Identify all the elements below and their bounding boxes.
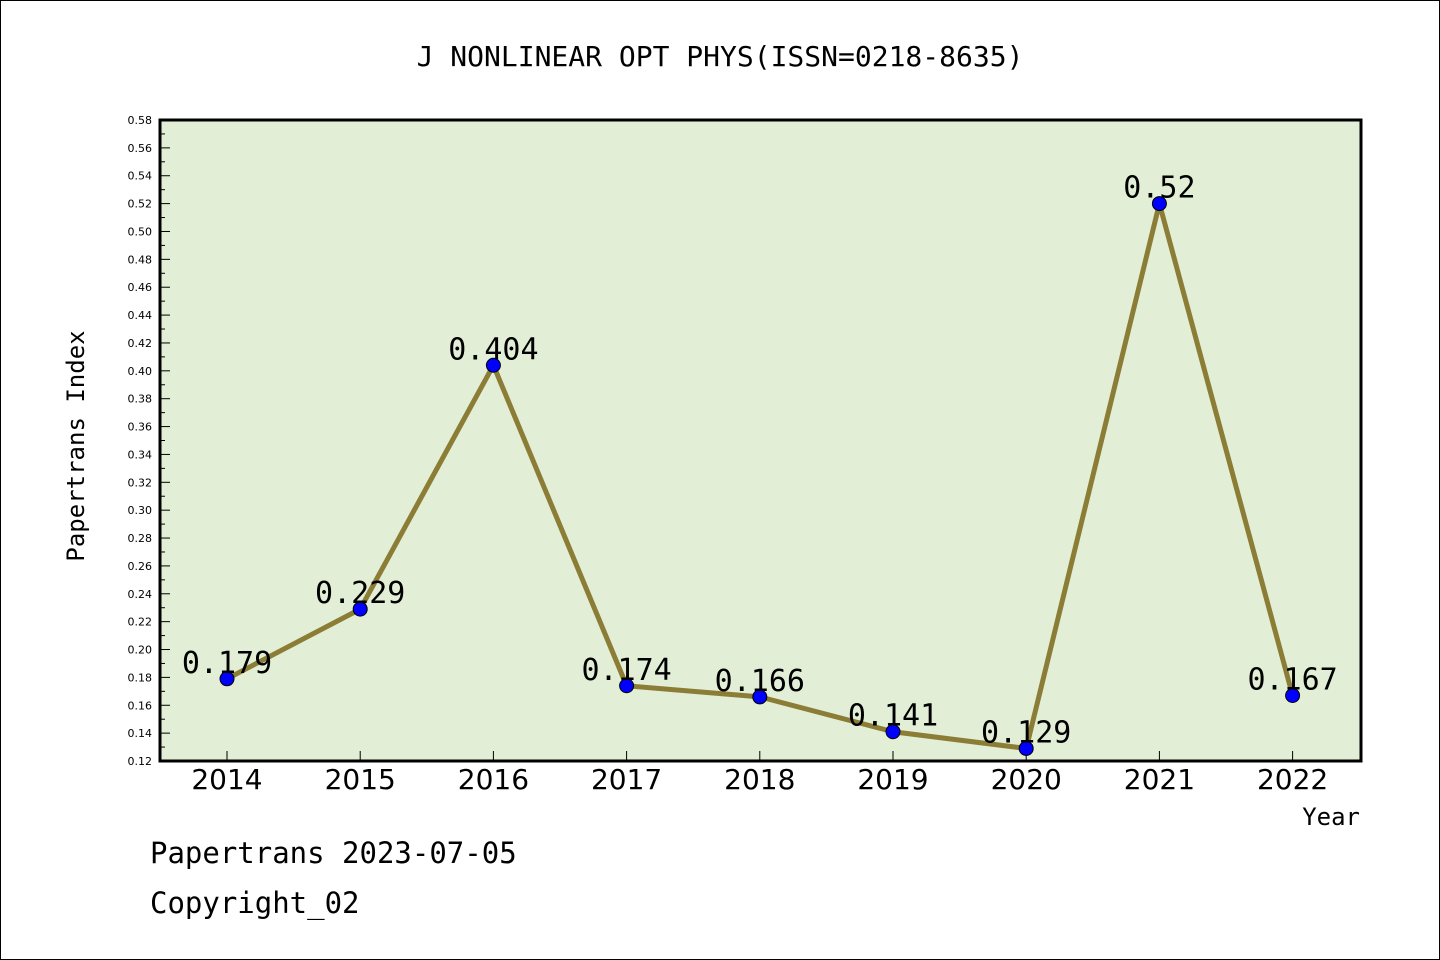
x-tick-label: 2020 <box>991 763 1062 796</box>
data-label: 0.166 <box>715 664 805 699</box>
y-tick-label: 0.56 <box>128 142 153 155</box>
y-tick-label: 0.14 <box>128 727 153 740</box>
chart-title: J NONLINEAR OPT PHYS(ISSN=0218-8635) <box>417 40 1024 73</box>
data-point <box>1018 740 1034 756</box>
x-tick-label: 2016 <box>458 763 529 796</box>
y-tick-label: 0.12 <box>128 755 153 768</box>
y-tick-label: 0.26 <box>128 560 153 573</box>
y-tick-label: 0.54 <box>128 170 153 183</box>
y-tick-label: 0.38 <box>128 393 153 406</box>
plot-area <box>158 118 1363 763</box>
y-tick-label: 0.52 <box>128 198 153 211</box>
y-tick-label: 0.44 <box>128 309 153 322</box>
data-label: 0.404 <box>448 332 538 367</box>
y-tick-label: 0.32 <box>128 476 153 489</box>
x-axis: 2014 2015 2016 2017 2018 2019 2020 2021 2022 <box>191 751 1328 796</box>
y-tick-label: 0.30 <box>128 504 153 517</box>
y-tick-label: 0.22 <box>128 616 153 629</box>
y-tick-label: 0.28 <box>128 532 153 545</box>
y-tick-label: 0.18 <box>128 671 153 684</box>
data-label: 0.167 <box>1247 663 1337 698</box>
data-label: 0.229 <box>315 576 405 611</box>
y-axis-label: Papertrans Index <box>62 330 90 561</box>
x-tick-label: 2018 <box>724 763 795 796</box>
y-tick-label: 0.36 <box>128 421 153 434</box>
x-tick-label: 2015 <box>325 763 396 796</box>
x-tick-label: 2021 <box>1124 763 1195 796</box>
footer-date: Papertrans 2023-07-05 <box>150 836 517 870</box>
data-label: 0.141 <box>848 699 938 734</box>
y-tick-label: 0.24 <box>128 588 153 601</box>
data-point <box>885 724 901 740</box>
y-tick-label: 0.50 <box>128 225 153 238</box>
y-axis: 0.12 0.14 0.16 0.18 0.20 0.22 0.24 0.26 0.28 0.30… <box>128 114 170 768</box>
y-tick-label: 0.46 <box>128 281 153 294</box>
data-point <box>485 357 501 373</box>
x-axis-label: Year <box>1302 803 1360 831</box>
y-tick-label: 0.48 <box>128 253 153 266</box>
data-label: 0.174 <box>581 653 671 688</box>
data-label: 0.52 <box>1123 171 1195 206</box>
data-point <box>1151 196 1167 212</box>
data-label: 0.179 <box>182 646 272 681</box>
data-point <box>619 678 635 694</box>
data-point <box>1285 688 1301 704</box>
y-tick-label: 0.40 <box>128 365 153 378</box>
data-points <box>219 196 1301 756</box>
data-point <box>352 601 368 617</box>
x-tick-label: 2017 <box>591 763 662 796</box>
x-tick-label: 2019 <box>857 763 928 796</box>
data-labels: 0.179 0.229 0.404 0.174 0.166 0.141 0.129 0.52 0… <box>182 171 1338 751</box>
x-tick-label: 2022 <box>1257 763 1328 796</box>
data-point <box>219 671 235 687</box>
data-label: 0.129 <box>981 715 1071 750</box>
y-tick-label: 0.42 <box>128 337 153 350</box>
y-tick-label: 0.20 <box>128 644 153 657</box>
y-tick-label: 0.58 <box>128 114 153 127</box>
x-tick-label: 2014 <box>191 763 262 796</box>
data-point <box>752 689 768 705</box>
footer-copyright: Copyright_02 <box>150 886 360 920</box>
y-tick-label: 0.34 <box>128 448 153 461</box>
y-tick-label: 0.16 <box>128 699 153 712</box>
